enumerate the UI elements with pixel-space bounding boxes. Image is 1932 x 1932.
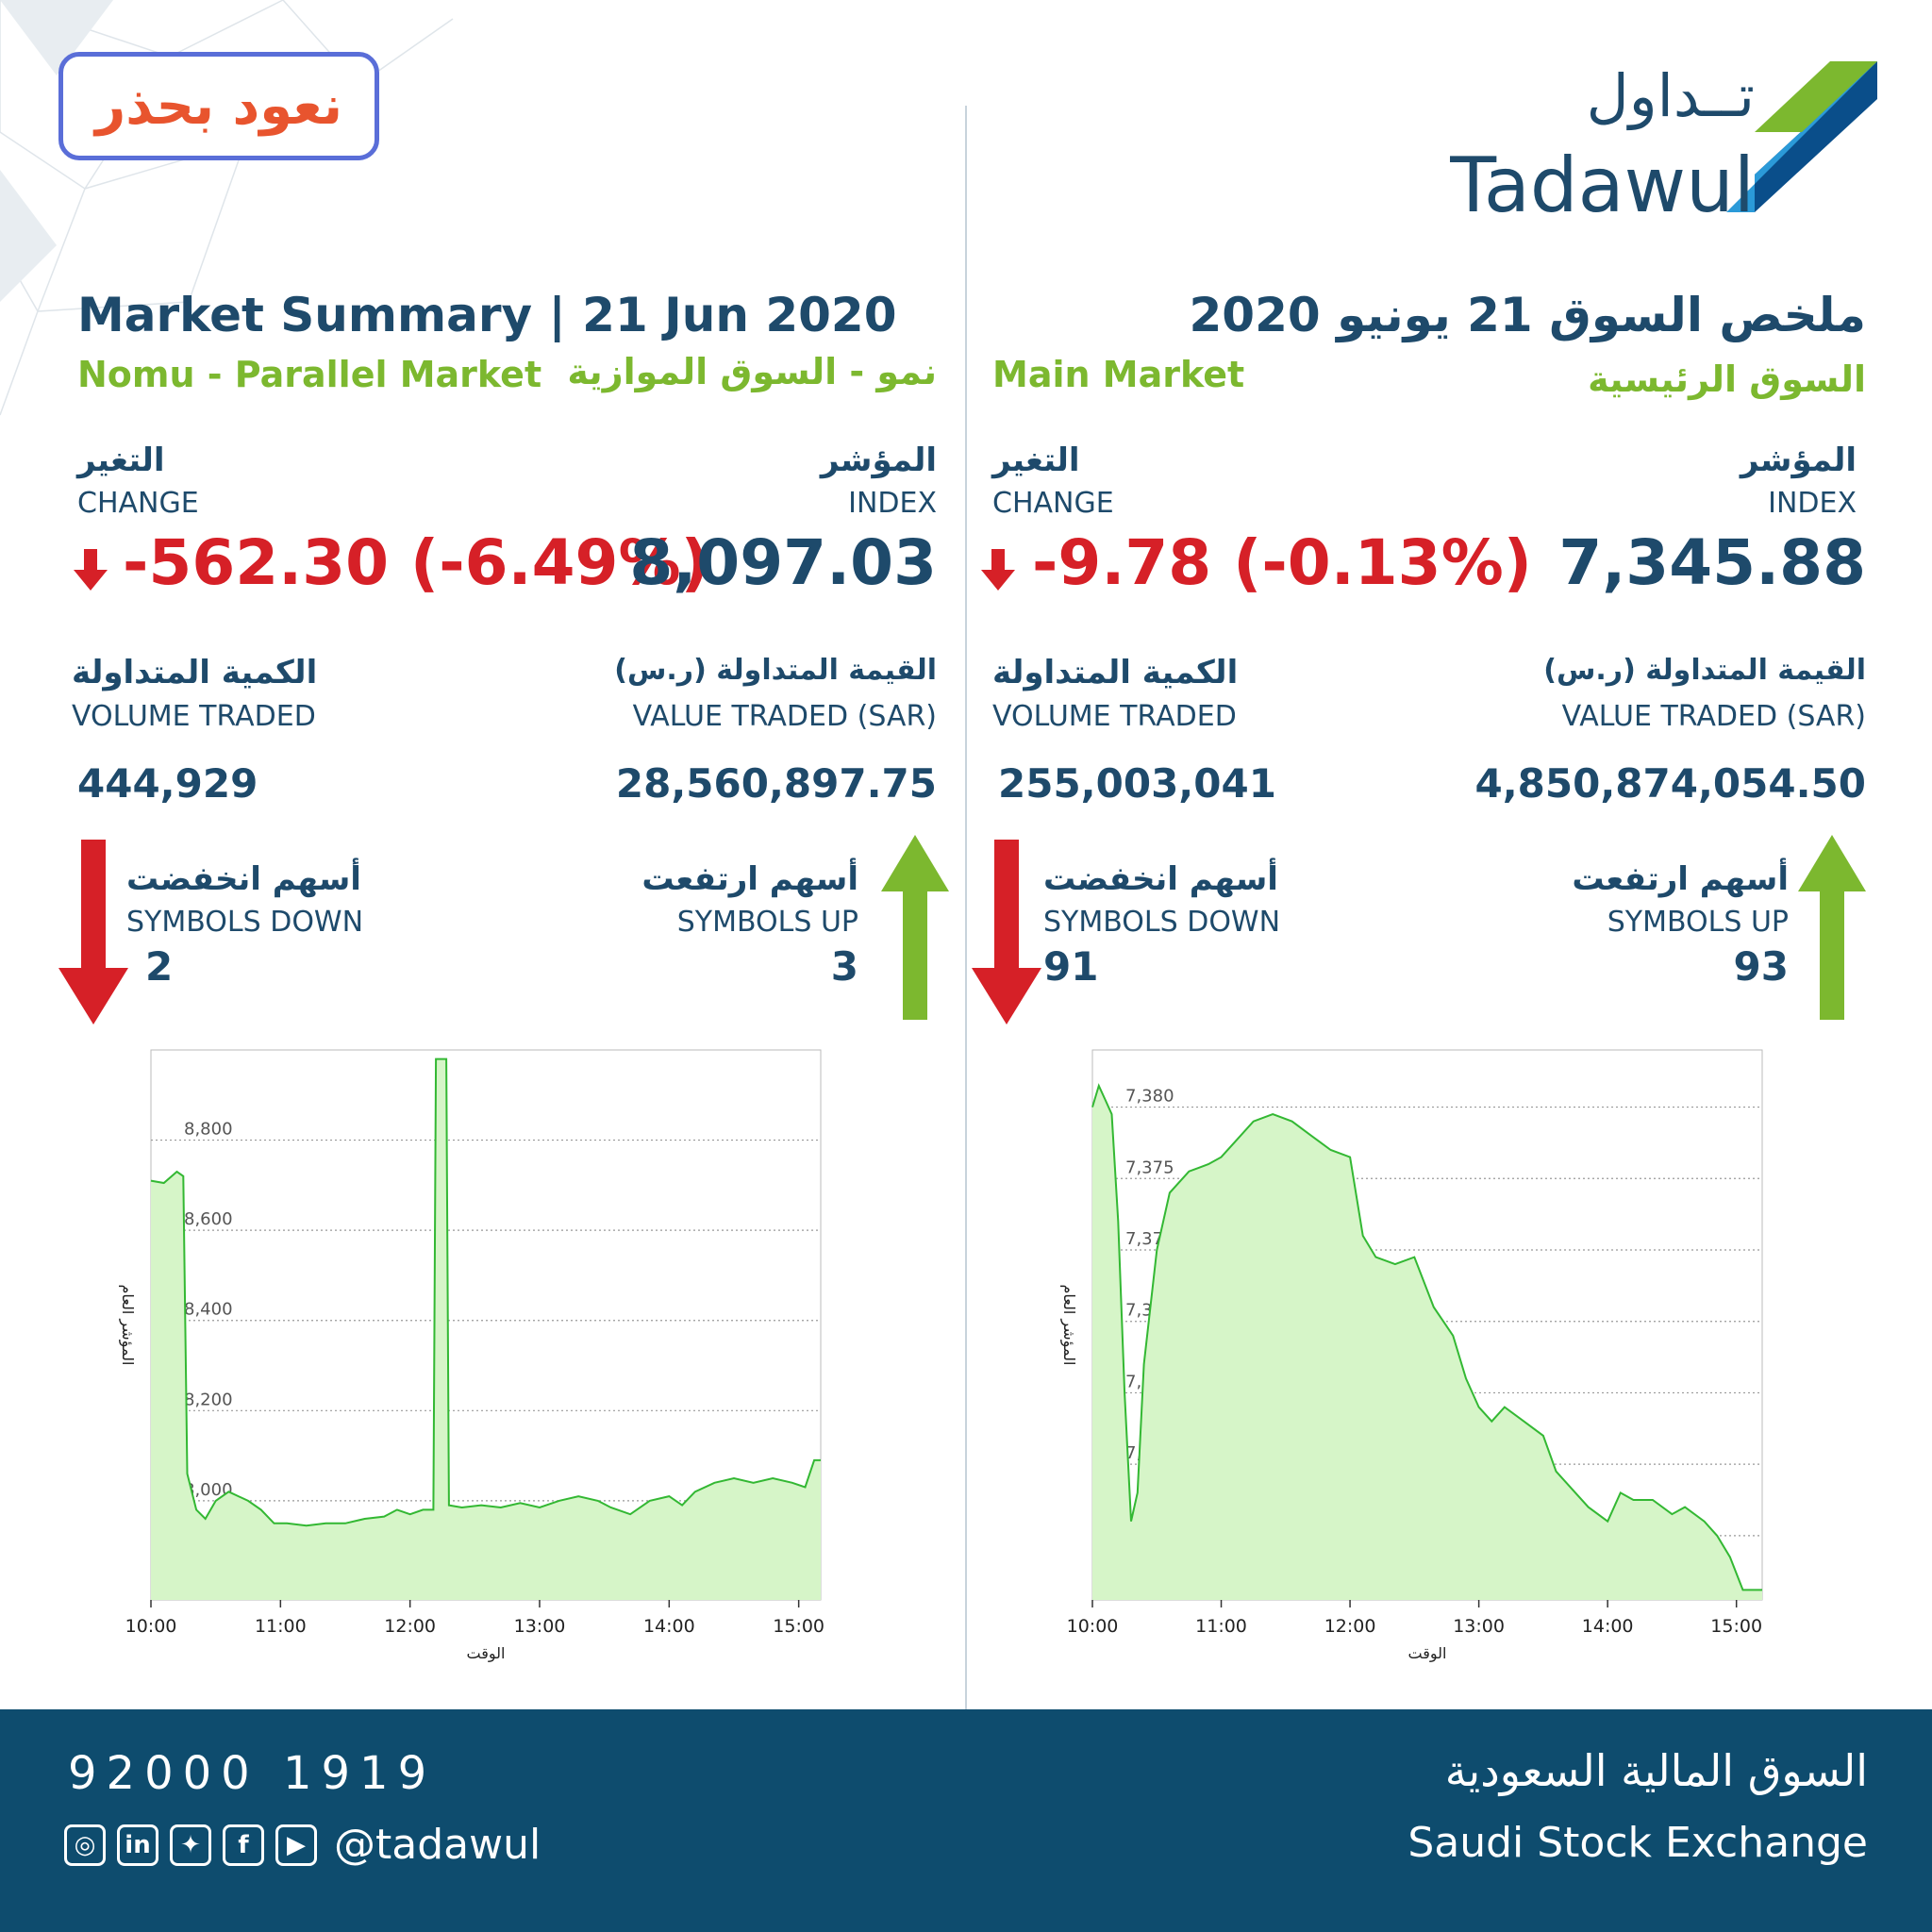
right-symbols-down-value: 91 <box>1043 943 1099 990</box>
left-value-traded-label-ar: القيمة المتداولة (ر.س) <box>614 654 937 687</box>
logo-mark-icon <box>1726 61 1877 212</box>
right-symbols-up-label-en: SYMBOLS UP <box>1607 906 1789 939</box>
right-index-value: 7,345.88 <box>1558 526 1866 599</box>
tadawul-logo: تــداول Tadawul <box>1443 57 1877 245</box>
left-title: Market Summary | 21 Jun 2020 <box>77 288 897 342</box>
right-symbols-down-arrow-icon <box>972 840 1041 1024</box>
left-subtitle-ar: نمو - السوق الموازية <box>567 351 937 392</box>
y-tick-label: 8,000 <box>184 1480 233 1500</box>
column-divider <box>965 106 967 1709</box>
logo-arabic: تــداول <box>1586 61 1755 130</box>
right-symbols-down-label-ar: أسهم انخفضت <box>1043 860 1278 898</box>
instagram-icon[interactable]: ◎ <box>64 1824 106 1866</box>
y-tick-label: 7,380 <box>1125 1087 1174 1107</box>
left-volume-value: 444,929 <box>77 760 258 807</box>
x-tick-label: 15:00 <box>1710 1616 1762 1637</box>
badge-text: نعود بحذر <box>95 75 342 137</box>
youtube-icon[interactable]: ▶ <box>275 1824 317 1866</box>
right-change-value: -9.78 (-0.13%) <box>1032 526 1532 599</box>
left-index-label-en: INDEX <box>848 487 937 520</box>
y-tick-label: 7,375 <box>1125 1158 1174 1177</box>
right-symbols-up-arrow-icon <box>1798 835 1866 1020</box>
left-index-value: 8,097.03 <box>629 526 937 599</box>
y-tick-label: 8,800 <box>184 1120 233 1140</box>
main-index-chart: 7,3507,3557,3607,3657,3707,3757,38010:00… <box>1059 1049 1763 1663</box>
x-tick-label: 11:00 <box>1195 1616 1247 1637</box>
footer-arabic-name: السوق المالية السعودية <box>1444 1745 1868 1796</box>
right-symbols-up-label-ar: أسهم ارتفعت <box>1572 860 1789 898</box>
series-line <box>150 1058 821 1527</box>
footer-phone: 92000 1919 <box>68 1747 437 1800</box>
left-change-label-en: CHANGE <box>77 487 199 520</box>
right-index-label-en: INDEX <box>1768 487 1857 520</box>
x-axis-label: الوقت <box>1408 1644 1447 1663</box>
campaign-badge: نعود بحذر <box>58 52 379 160</box>
left-symbols-up-label-en: SYMBOLS UP <box>676 906 858 939</box>
x-tick-label: 15:00 <box>773 1616 824 1637</box>
x-axis-label: الوقت <box>467 1644 506 1663</box>
right-symbols-down-label-en: SYMBOLS DOWN <box>1043 906 1281 939</box>
y-axis-label: المؤشر العام <box>118 1285 137 1366</box>
left-change-label-ar: التغير <box>77 441 165 479</box>
y-axis-label: المؤشر العام <box>1059 1285 1078 1366</box>
left-change-down-arrow-icon <box>74 549 108 591</box>
x-tick-label: 13:00 <box>514 1616 566 1637</box>
left-index-label-ar: المؤشر <box>820 441 937 479</box>
right-volume-value: 255,003,041 <box>998 760 1276 807</box>
right-symbols-up-value: 93 <box>1733 943 1789 990</box>
x-tick-label: 10:00 <box>1067 1616 1119 1637</box>
twitter-icon[interactable]: ✦ <box>170 1824 211 1866</box>
x-tick-label: 14:00 <box>1582 1616 1634 1637</box>
right-volume-label-ar: الكمية المتداولة <box>992 654 1239 691</box>
x-tick-label: 13:00 <box>1453 1616 1505 1637</box>
y-tick-label: 8,200 <box>184 1390 233 1409</box>
x-tick-label: 11:00 <box>255 1616 307 1637</box>
facebook-icon[interactable]: f <box>223 1824 264 1866</box>
left-symbols-up-arrow-icon <box>881 835 949 1020</box>
series-area <box>1092 1085 1762 1600</box>
left-symbols-up-label-ar: أسهم ارتفعت <box>641 860 858 898</box>
footer: 92000 1919 ◎ in ✦ f ▶ @tadawul السوق الم… <box>0 1709 1932 1932</box>
left-symbols-down-value: 2 <box>145 943 174 990</box>
left-volume-label-ar: الكمية المتداولة <box>72 654 318 691</box>
x-tick-label: 12:00 <box>384 1616 436 1637</box>
right-value-traded-label-en: VALUE TRADED (SAR) <box>1561 700 1866 733</box>
right-value-traded-value: 4,850,874,054.50 <box>1474 760 1866 807</box>
x-tick-label: 14:00 <box>643 1616 695 1637</box>
series-area <box>151 1058 821 1600</box>
right-index-label-ar: المؤشر <box>1740 441 1857 479</box>
logo-latin: Tadawul <box>1450 142 1755 229</box>
footer-english-name: Saudi Stock Exchange <box>1407 1819 1868 1867</box>
right-value-traded-label-ar: القيمة المتداولة (ر.س) <box>1543 654 1866 687</box>
footer-handle[interactable]: @tadawul <box>334 1821 541 1869</box>
left-value-traded-value: 28,560,897.75 <box>615 760 937 807</box>
x-tick-label: 10:00 <box>125 1616 177 1637</box>
footer-social-row: ◎ in ✦ f ▶ @tadawul <box>64 1821 541 1869</box>
right-change-down-arrow-icon <box>981 549 1015 591</box>
nomu-index-chart: 8,000 8,200 8,400 8,600 8,800 10:00 11:00 12:00… <box>118 1049 824 1663</box>
left-symbols-down-label-en: SYMBOLS DOWN <box>126 906 364 939</box>
y-tick-label: 8,400 <box>184 1300 233 1320</box>
x-tick-label: 12:00 <box>1324 1616 1376 1637</box>
left-symbols-down-label-ar: أسهم انخفضت <box>126 860 361 898</box>
right-subtitle-ar: السوق الرئيسية <box>1588 358 1866 400</box>
left-symbols-up-value: 3 <box>830 943 858 990</box>
right-change-label-en: CHANGE <box>992 487 1114 520</box>
left-subtitle-en: Nomu - Parallel Market <box>77 354 542 395</box>
linkedin-icon[interactable]: in <box>117 1824 158 1866</box>
right-subtitle-en: Main Market <box>992 354 1245 395</box>
right-volume-label-en: VOLUME TRADED <box>992 700 1237 733</box>
left-symbols-down-arrow-icon <box>58 840 128 1024</box>
left-value-traded-label-en: VALUE TRADED (SAR) <box>632 700 937 733</box>
left-change-value: -562.30 (-6.49%) <box>123 526 709 599</box>
right-title: ملخص السوق 21 يونيو 2020 <box>1189 288 1866 342</box>
right-change-label-ar: التغير <box>992 441 1080 479</box>
y-tick-label: 8,600 <box>184 1209 233 1229</box>
series-line <box>1091 1083 1762 1591</box>
left-volume-label-en: VOLUME TRADED <box>72 700 316 733</box>
